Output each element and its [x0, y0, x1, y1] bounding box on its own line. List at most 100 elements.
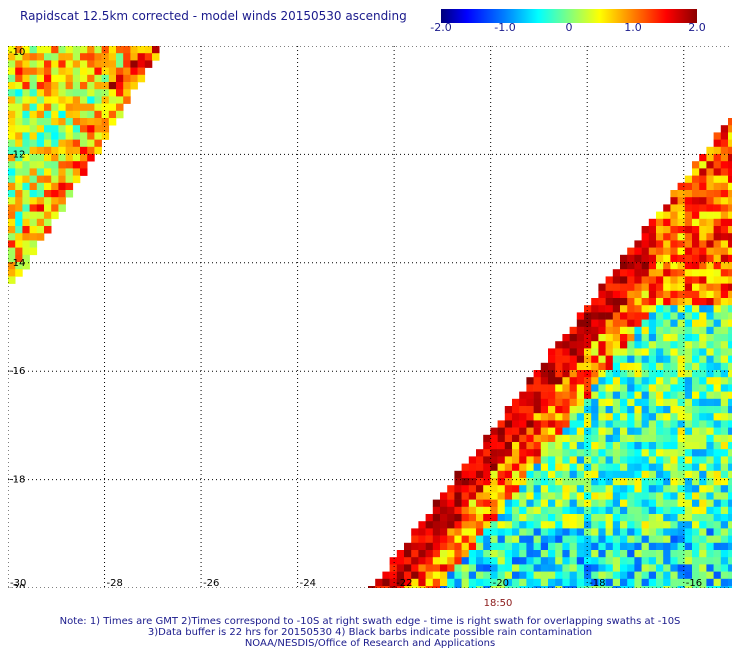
- swath-pixel: [591, 492, 599, 500]
- swath-pixel: [504, 550, 513, 558]
- swath-pixel: [36, 46, 45, 54]
- swath-pixel: [728, 326, 732, 335]
- swath-pixel: [677, 341, 686, 349]
- lon-tick-label: -28: [107, 578, 123, 588]
- swath-pixel: [627, 283, 635, 292]
- swath-pixel: [36, 132, 45, 140]
- swath-pixel: [699, 514, 707, 522]
- swath-pixel: [29, 197, 38, 205]
- swath-pixel: [605, 305, 614, 313]
- swath-pixel: [36, 53, 45, 61]
- swath-pixel: [144, 53, 153, 61]
- swath-pixel: [720, 449, 729, 457]
- swath-pixel: [584, 348, 592, 356]
- swath-pixel: [432, 564, 441, 572]
- swath-pixel: [569, 334, 578, 342]
- swath-pixel: [648, 334, 657, 342]
- swath-pixel: [641, 341, 650, 349]
- swath-pixel: [44, 89, 52, 97]
- swath-pixel: [490, 564, 498, 572]
- swath-pixel: [620, 514, 628, 522]
- swath-pixel: [620, 427, 628, 436]
- swath-pixel: [713, 557, 722, 565]
- swath-pixel: [677, 233, 686, 241]
- swath-pixel: [670, 290, 678, 299]
- swath-pixel: [94, 125, 102, 133]
- swath-pixel: [677, 521, 686, 529]
- swath-pixel: [555, 506, 563, 515]
- swath-pixel: [627, 377, 635, 385]
- swath-pixel: [627, 557, 635, 565]
- swath-pixel: [605, 413, 614, 421]
- swath-pixel: [533, 420, 542, 428]
- swath-pixel: [22, 53, 30, 61]
- swath-pixel: [663, 449, 671, 457]
- map-grid: [8, 46, 732, 588]
- swath-pixel: [411, 550, 419, 558]
- swath-pixel: [677, 427, 686, 436]
- swath-pixel: [44, 211, 52, 220]
- swath-pixel: [663, 204, 671, 212]
- swath-pixel: [555, 370, 563, 378]
- swath-pixel: [8, 226, 16, 234]
- swath-pixel: [684, 456, 693, 464]
- swath-pixel: [706, 370, 714, 378]
- swath-pixel: [684, 564, 693, 572]
- swath-pixel: [692, 197, 700, 205]
- swath-pixel: [713, 550, 722, 558]
- swath-pixel: [699, 276, 707, 284]
- swath-pixel: [584, 442, 592, 450]
- swath-pixel: [461, 492, 470, 500]
- swath-pixel: [548, 355, 556, 364]
- swath-pixel: [620, 420, 628, 428]
- lat-tick-label: -16: [9, 366, 25, 377]
- swath-pixel: [497, 564, 506, 572]
- swath-pixel: [648, 370, 657, 378]
- swath-pixel: [656, 557, 664, 565]
- swath-pixel: [656, 571, 664, 580]
- swath-pixel: [562, 427, 570, 436]
- swath-pixel: [670, 542, 678, 551]
- swath-pixel: [728, 434, 732, 443]
- swath-pixel: [605, 456, 614, 464]
- swath-pixel: [569, 362, 578, 371]
- swath-pixel: [512, 514, 520, 522]
- swath-pixel: [569, 377, 578, 385]
- swath-pixel: [728, 269, 732, 277]
- swath-pixel: [22, 74, 30, 83]
- swath-pixel: [648, 247, 657, 256]
- swath-pixel: [576, 506, 585, 515]
- swath-pixel: [641, 362, 650, 371]
- swath-pixel: [504, 449, 513, 457]
- swath-pixel: [620, 485, 628, 493]
- swath-pixel: [512, 535, 520, 544]
- swath-pixel: [72, 74, 81, 83]
- swath-pixel: [137, 60, 146, 68]
- swath-pixel: [22, 226, 30, 234]
- swath-pixel: [576, 384, 585, 392]
- swath-pixel: [720, 463, 729, 472]
- swath-pixel: [684, 218, 693, 227]
- swath-pixel: [648, 521, 657, 529]
- swath-pixel: [569, 442, 578, 450]
- swath-pixel: [29, 139, 38, 148]
- swath-pixel: [447, 514, 455, 522]
- swath-pixel: [80, 46, 88, 54]
- swath-pixel: [634, 398, 642, 407]
- swath-pixel: [533, 470, 542, 479]
- swath-pixel: [526, 514, 534, 522]
- swath-pixel: [598, 427, 606, 436]
- swath-pixel: [72, 103, 81, 112]
- swath-pixel: [699, 463, 707, 472]
- swath-pixel: [533, 499, 542, 508]
- swath-pixel: [648, 470, 657, 479]
- swath-pixel: [641, 226, 650, 234]
- swath-pixel: [706, 550, 714, 558]
- swath-pixel: [576, 355, 585, 364]
- swath-pixel: [699, 240, 707, 248]
- swath-pixel: [706, 478, 714, 486]
- swath-pixel: [65, 46, 74, 54]
- swath-pixel: [533, 384, 542, 392]
- swath-pixel: [562, 398, 570, 407]
- swath-pixel: [540, 427, 549, 436]
